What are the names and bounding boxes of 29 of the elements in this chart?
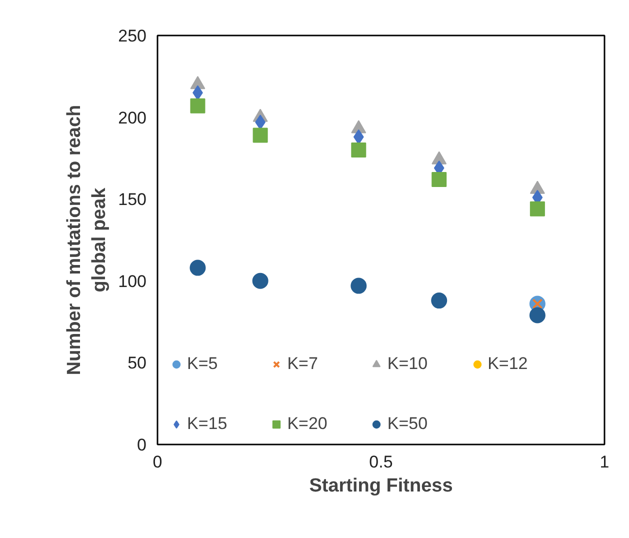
point <box>190 98 206 114</box>
point <box>350 278 367 294</box>
x-axis-title: Starting Fitness <box>309 476 453 496</box>
point <box>252 272 268 289</box>
legend-label: K=15 <box>187 414 228 434</box>
point <box>432 172 447 187</box>
y-tick-label: 0 <box>137 436 147 454</box>
point <box>190 260 206 276</box>
y-axis-title: Number of mutations to reach global peak <box>64 104 110 376</box>
legend-label: K=12 <box>488 354 528 374</box>
x-tick-label: 0.5 <box>369 452 393 472</box>
legend-label: K=50 <box>387 414 428 434</box>
y-tick-label: 100 <box>118 272 147 291</box>
y-tick-label: 50 <box>128 354 147 373</box>
point <box>252 128 268 143</box>
point <box>529 307 546 324</box>
point <box>351 142 366 158</box>
y-tick-label: 250 <box>118 26 147 46</box>
legend-label: K=7 <box>287 354 318 374</box>
x-tick-label: 1 <box>600 452 610 472</box>
y-tick-label: 200 <box>118 108 147 128</box>
legend-label: K=5 <box>187 354 218 374</box>
x-tick-label: 0 <box>152 452 162 472</box>
point <box>431 292 448 309</box>
point <box>353 129 364 144</box>
point <box>530 201 545 216</box>
legend-label: K=20 <box>287 414 328 434</box>
y-tick-label: 150 <box>118 190 147 210</box>
legend-label: K=10 <box>387 354 428 374</box>
